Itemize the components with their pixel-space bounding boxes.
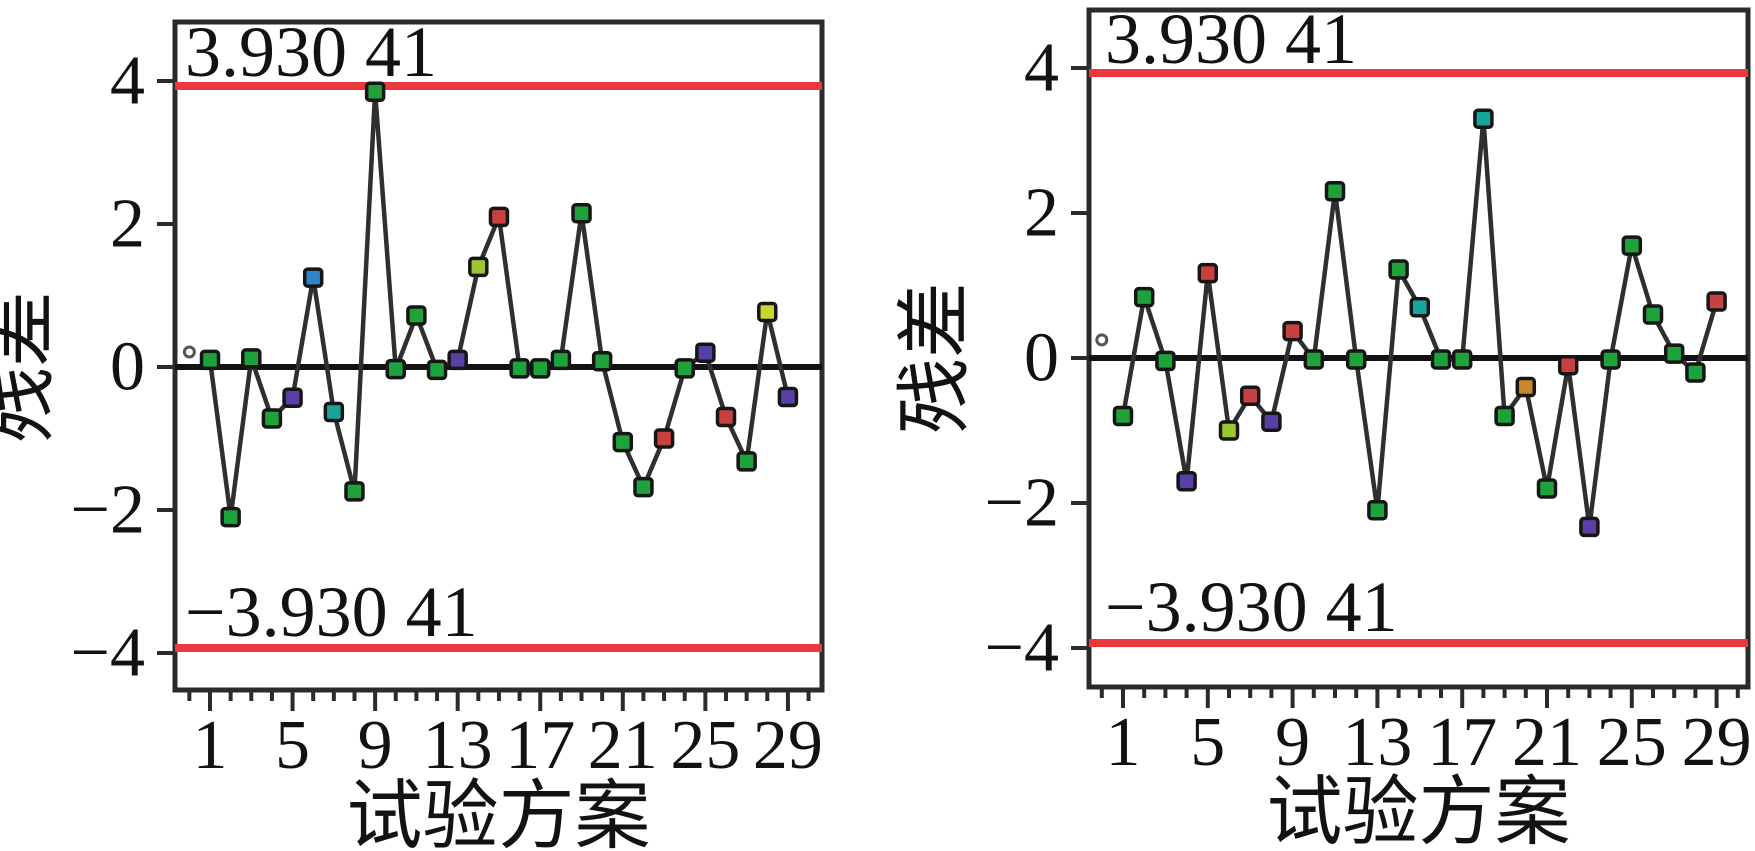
data-point-marker: [1388, 259, 1409, 280]
data-point-marker: [715, 406, 737, 428]
data-point-marker: [488, 206, 510, 228]
y-axis-title: 残差: [0, 291, 63, 443]
data-point-marker: [261, 408, 283, 429]
y-axis-tick-label: −2: [985, 465, 1059, 542]
chart-svg: 4 2 0 −2 −4 1 5 9 13 17 21 25 29 3.930 41 −3.930 41 残差试…: [0, 12, 825, 851]
data-point-marker: [1663, 343, 1685, 364]
data-point-marker: [426, 359, 448, 381]
data-point-marker: [633, 476, 654, 498]
data-point-marker: [1239, 385, 1261, 406]
lower-limit-label: −3.930 41: [185, 572, 478, 652]
data-point-marker: [1494, 405, 1515, 427]
data-point-marker: [1133, 286, 1155, 308]
data-point-marker: [591, 351, 613, 372]
data-point-marker: [571, 203, 592, 224]
upper-limit-label: 3.930 41: [1105, 0, 1357, 79]
data-point-marker: [1706, 291, 1727, 312]
data-point-marker: [1112, 405, 1134, 427]
data-point-marker: [529, 358, 551, 379]
data-point-marker: [1536, 478, 1558, 499]
data-point-marker: [364, 81, 386, 102]
x-axis-tick-label: 13: [1342, 704, 1412, 781]
x-axis-tick-label: 5: [275, 707, 310, 784]
data-point-marker: [1155, 350, 1176, 372]
data-point-marker: [550, 349, 572, 371]
x-axis-tick-label: 9: [358, 707, 393, 784]
data-point-marker: [695, 342, 716, 363]
data-point-marker: [1345, 349, 1367, 370]
upper-limit-label: 3.930 41: [185, 12, 437, 92]
x-axis-tick-label: 17: [505, 707, 575, 784]
data-point-marker: [406, 305, 427, 326]
residual-plot-left: 4 2 0 −2 −4 1 5 9 13 17 21 25 29 3.930 41 −3.930 41 残差试…: [0, 0, 877, 851]
y-axis-title: 残差: [894, 282, 978, 434]
x-axis-tick-label: 29: [1682, 704, 1752, 781]
x-axis-tick-label: 25: [1597, 704, 1667, 781]
data-point-marker: [447, 349, 468, 371]
data-point-marker: [302, 267, 324, 288]
y-axis-tick-label: 4: [1024, 30, 1059, 107]
y-axis-tick-label: 2: [110, 186, 145, 263]
x-axis-tick-label: 1: [1106, 704, 1141, 781]
data-point-marker: [1515, 376, 1537, 398]
x-axis-tick-label: 21: [588, 707, 658, 784]
data-point-marker: [241, 348, 262, 369]
data-point-marker: [344, 481, 365, 502]
data-point-marker: [612, 431, 634, 453]
chart-svg: 4 2 0 −2 −4 1 5 9 13 17 21 25 29 3.930 41 −3.930 41 残差试…: [894, 0, 1752, 851]
lower-limit-label: −3.930 41: [1105, 567, 1398, 647]
x-axis-tick-label: 21: [1512, 704, 1582, 781]
y-axis-tick-label: −4: [71, 615, 145, 692]
y-axis-tick-label: 0: [1024, 320, 1059, 397]
data-point-marker: [1176, 471, 1197, 492]
data-point-marker: [220, 506, 241, 528]
data-point-marker: [777, 386, 799, 408]
x-axis-tick-label: 13: [423, 707, 493, 784]
data-point-marker: [1642, 304, 1664, 325]
data-point-marker: [674, 358, 695, 379]
x-axis-tick-label: 1: [193, 707, 228, 784]
x-axis-tick-label: 17: [1427, 704, 1497, 781]
data-point-marker: [1197, 262, 1219, 284]
y-axis-tick-label: 4: [110, 43, 145, 120]
data-point-marker: [1600, 349, 1621, 370]
x-axis-tick-label: 25: [670, 707, 740, 784]
y-axis-tick-label: −2: [71, 472, 145, 549]
data-point-marker: [1367, 500, 1388, 521]
origin-point-marker: [1095, 333, 1109, 347]
data-point-marker: [1261, 411, 1282, 433]
data-point-marker: [199, 349, 221, 371]
data-point-marker: [1324, 181, 1346, 202]
data-point-marker: [1303, 349, 1325, 370]
data-point-marker: [653, 428, 675, 449]
data-point-marker: [1430, 349, 1452, 370]
x-axis-tick-label: 5: [1190, 704, 1225, 781]
data-point-marker: [1473, 108, 1494, 129]
data-point-marker: [1621, 235, 1643, 256]
y-axis-tick-label: 0: [110, 329, 145, 406]
residual-plot-right: 4 2 0 −2 −4 1 5 9 13 17 21 25 29 3.930 41 −3.930 41 残差试…: [877, 0, 1755, 851]
x-axis-tick-label: 29: [753, 707, 823, 784]
origin-point-marker: [182, 345, 196, 359]
data-point-marker: [1451, 349, 1473, 370]
y-axis-tick-label: −4: [985, 610, 1059, 687]
data-point-marker: [1282, 320, 1303, 342]
data-point-marker: [323, 401, 345, 423]
data-point-marker: [1685, 362, 1706, 383]
x-axis-title: 试验方案: [347, 775, 651, 851]
data-point-marker: [757, 301, 778, 323]
data-point-marker: [468, 256, 489, 278]
y-axis-tick-label: 2: [1024, 175, 1059, 252]
data-point-marker: [736, 451, 757, 472]
data-point-marker: [509, 358, 530, 379]
x-axis-tick-label: 9: [1275, 704, 1310, 781]
x-axis-title: 试验方案: [1267, 771, 1571, 851]
data-point-marker: [1579, 516, 1600, 538]
data-point-marker: [1409, 297, 1431, 318]
data-point-marker: [385, 358, 407, 380]
data-point-marker: [1218, 420, 1240, 441]
data-point-marker: [1557, 355, 1579, 376]
data-point-marker: [282, 387, 303, 408]
